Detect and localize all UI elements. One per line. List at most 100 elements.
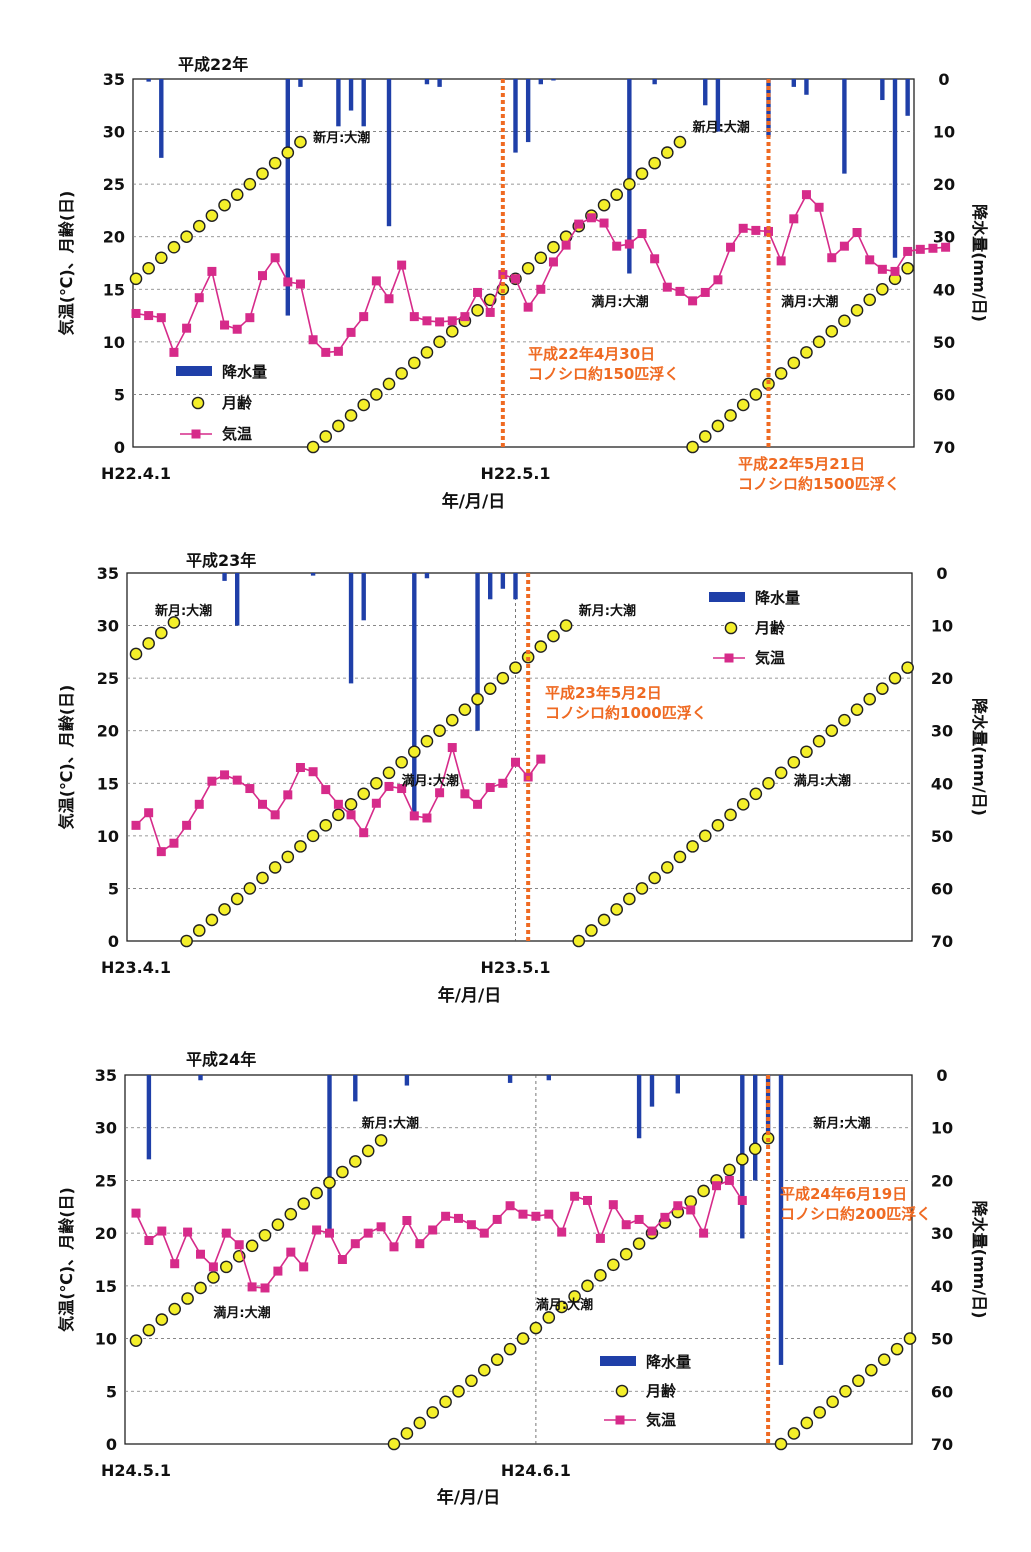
panel-3-temperature-point <box>634 1214 644 1224</box>
panel-3-moon-age-point <box>632 1237 646 1250</box>
panel-3-temperature-point <box>350 1239 360 1249</box>
panel-1-rain-bar <box>146 79 151 82</box>
panel-2-moon-age-point <box>382 766 396 780</box>
panel-1-moon-age-point <box>192 219 206 233</box>
panel-1-rain-bar <box>538 79 543 85</box>
panel-3-temperature-point <box>660 1212 670 1222</box>
panel-2-tide-annotation: 満月:大潮 <box>402 773 459 789</box>
panel-2-moon-age-point <box>774 766 788 780</box>
panel-3-moon-age-point <box>129 1334 143 1347</box>
panel-3-moon-age-point <box>555 1300 569 1314</box>
panel-1-moon-age-point <box>256 167 269 180</box>
panel-1-moon-age-point <box>218 198 231 212</box>
panel-2-rain-bar <box>310 573 316 576</box>
panel-3-temperature-point <box>544 1209 554 1219</box>
panel-1-legend-rain-swatch <box>176 366 212 376</box>
panel-2-legend-rain-label: 降水量 <box>755 589 800 607</box>
panel-1-moon-age-point <box>205 209 219 222</box>
panel-2-legend-moon-label: 月齢 <box>754 619 786 637</box>
panel-3-temperature-point <box>505 1201 515 1211</box>
panel-1-moon-age-point <box>142 261 155 275</box>
panel-1-temperature-point <box>839 241 849 251</box>
panel-3-moon-age-point <box>903 1332 917 1345</box>
panel-3-y-right-tick-label: 0 <box>936 1066 947 1085</box>
panel-2-moon-age-point <box>319 819 333 832</box>
panel-1-temperature-point <box>409 312 419 322</box>
panel-2-moon-age-point <box>268 861 282 874</box>
panel-1-x-tick-label: H22.4.1 <box>101 464 171 483</box>
panel-3-rain-bar <box>353 1075 358 1102</box>
panel-2-temperature-point <box>169 838 179 848</box>
panel-1-moon-age-point <box>774 367 788 380</box>
panel-1-temperature-point <box>144 311 154 321</box>
panel-1-temperature-point <box>523 302 533 312</box>
panel-1-temperature-point <box>169 347 179 357</box>
panel-1-moon-age-point <box>281 146 295 159</box>
panel-1-temperature-point <box>422 316 432 326</box>
panel-2-legend-temp-swatch <box>724 653 734 663</box>
panel-2-temperature-point <box>156 847 166 857</box>
panel-3-temperature-point <box>247 1282 257 1292</box>
panel-2-y-left-tick-label: 25 <box>97 669 119 688</box>
panel-1-temperature-point <box>194 293 204 303</box>
panel-3-y-left-tick-label: 5 <box>106 1382 117 1401</box>
panel-1-legend-temp-swatch <box>191 429 201 439</box>
panel-3-rain-bar <box>546 1075 551 1081</box>
panel-3-moon-age-point <box>619 1247 633 1261</box>
panel-1-rain-bar <box>627 79 632 274</box>
panel-1-temperature-point <box>827 253 837 263</box>
panel-2-moon-age-point <box>698 829 712 843</box>
panel-1-tide-annotation: 満月:大潮 <box>591 294 648 310</box>
panel-3-temperature-point <box>299 1262 309 1272</box>
panel-3-temperature-point <box>570 1191 580 1201</box>
panel-1-rain-bar <box>437 79 442 87</box>
panel-1-temperature-point <box>865 255 875 265</box>
panel-1-temperature-point <box>511 274 520 284</box>
panel-1-temperature-point <box>624 239 634 249</box>
panel-2-moon-age-point <box>547 629 560 643</box>
panel-2-moon-age-point <box>597 913 611 927</box>
panel-1-moon-age-point <box>382 377 396 391</box>
panel-3-rain-bar <box>649 1075 655 1107</box>
panel-1-moon-age-point <box>154 251 168 265</box>
panel-1-event-label: 平成22年5月21日 <box>738 455 865 473</box>
panel-2-y-right-tick-label: 40 <box>931 774 953 793</box>
panel-3-moon-age-point <box>439 1395 452 1409</box>
panel-3-temperature-point <box>595 1233 605 1243</box>
panel-2-x-axis-label: 年/月/日 <box>438 985 501 1006</box>
panel-1-temperature-point <box>675 286 685 296</box>
panel-1-temperature-point <box>814 202 824 212</box>
panel-3-moon-age-point <box>168 1302 181 1316</box>
panel-3-rain-bar <box>327 1075 332 1234</box>
panel-1-y-right-tick-label: 40 <box>933 280 955 299</box>
panel-3-rain-bar <box>146 1075 152 1160</box>
panel-2-temperature-point <box>460 789 470 799</box>
panel-1-moon-age-point <box>268 156 282 170</box>
panel-2-rain-bar <box>500 573 506 589</box>
panel-2-tide-annotation: 満月:大潮 <box>794 773 851 789</box>
panel-3-moon-age-point <box>297 1197 311 1210</box>
panel-1-y-right-tick-label: 30 <box>933 228 955 247</box>
panel-2-rain-bar <box>513 573 518 600</box>
panel-3-tide-annotation: 満月:大潮 <box>213 1305 270 1321</box>
panel-3-temperature-point <box>415 1239 425 1249</box>
panel-2-rain-bar <box>361 573 366 621</box>
panel-2-y-right-tick-label: 60 <box>931 879 953 898</box>
panel-1-temperature-point <box>764 226 773 236</box>
panel-3-moon-age-point <box>736 1153 749 1166</box>
panel-3-temperature-point <box>712 1181 721 1191</box>
panel-3-tide-annotation: 新月:大潮 <box>813 1115 870 1131</box>
panel-1-rain-bar <box>386 79 392 227</box>
panel-2-temperature-point <box>409 811 419 821</box>
panel-2-temperature-point <box>220 770 230 780</box>
panel-3-temperature-point <box>531 1211 541 1221</box>
panel-3-moon-age-point <box>452 1384 465 1398</box>
panel-2-y-left-tick-label: 15 <box>97 774 119 793</box>
panel-2-legend-moon-swatch <box>724 621 738 635</box>
panel-3-rain-bar <box>636 1075 642 1139</box>
panel-1-plot-frame <box>132 78 915 448</box>
panel-2-temperature-point <box>473 799 483 809</box>
panel-3-moon-age-point <box>181 1292 194 1305</box>
panel-2-legend-rain-swatch <box>709 592 745 602</box>
panel-1-rain-bar <box>513 79 518 153</box>
